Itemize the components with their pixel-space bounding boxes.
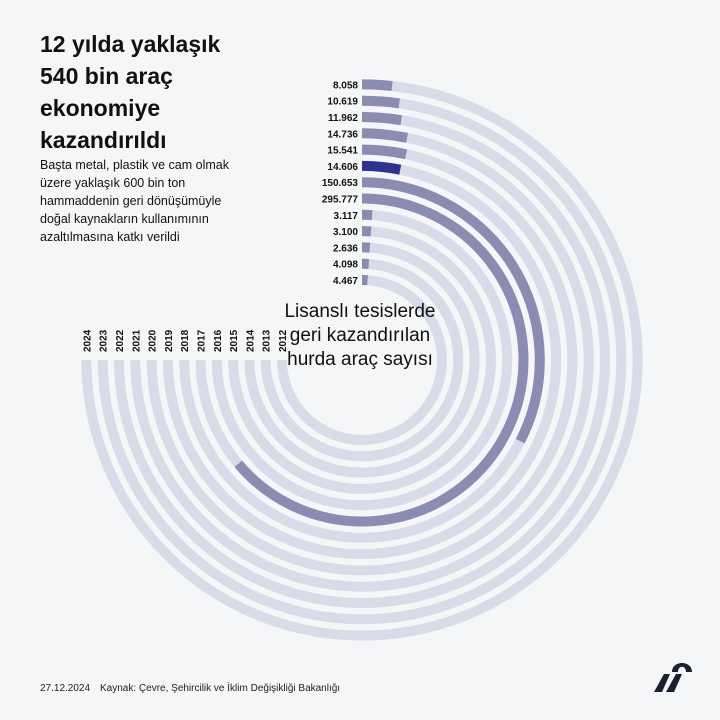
bar-2019 <box>361 160 402 175</box>
year-label-2014: 2014 <box>245 329 256 352</box>
page-subtitle: Başta metal, plastik ve cam olmak üzere … <box>40 158 229 244</box>
value-label-2020: 15.541 <box>327 146 358 157</box>
track-2012 <box>277 275 447 445</box>
value-label-2013: 4.098 <box>333 260 358 271</box>
value-label-2017: 295.777 <box>322 195 359 206</box>
bar-2024 <box>361 79 393 92</box>
value-label-2022: 11.962 <box>328 113 358 124</box>
chart-bars <box>234 79 545 527</box>
bar-2021 <box>361 128 409 143</box>
page-title: 12 yılda yaklaşık 540 bin araç ekonomiye… <box>40 31 221 153</box>
value-label-2015: 3.100 <box>333 227 358 238</box>
bar-2023 <box>361 95 400 109</box>
value-label-2014: 2.636 <box>333 243 358 254</box>
chart-year-labels: 2012 2013 2014 2015 2016 2017 2018 2019 2020 2021… <box>82 329 289 352</box>
year-label-2018: 2018 <box>180 329 191 352</box>
year-label-2016: 2016 <box>213 329 224 352</box>
year-label-2022: 2022 <box>115 329 126 352</box>
value-label-2024: 8.058 <box>333 80 358 91</box>
value-label-2018: 150.653 <box>322 178 359 189</box>
value-label-2016: 3.117 <box>334 211 359 222</box>
bar-2017 <box>234 193 529 527</box>
value-label-2012: 4.467 <box>333 276 358 287</box>
year-label-2020: 2020 <box>148 329 159 352</box>
year-label-2017: 2017 <box>197 329 208 352</box>
year-label-2012: 2012 <box>278 329 289 352</box>
footer-date: 27.12.2024 <box>40 683 91 694</box>
track-2014 <box>244 242 480 478</box>
track-2021 <box>130 128 594 592</box>
track-2024 <box>81 79 643 641</box>
value-label-2021: 14.736 <box>327 129 358 140</box>
track-2022 <box>114 112 610 608</box>
track-2016 <box>211 209 513 511</box>
bar-2018 <box>361 177 545 444</box>
chart-value-labels: 4.467 4.098 2.636 3.100 3.117 295.777 150.653 1… <box>322 80 359 287</box>
track-2013 <box>260 258 464 462</box>
footer-source: Kaynak: Çevre, Şehircilik ve İklim Değiş… <box>100 683 341 694</box>
year-label-2021: 2021 <box>131 329 142 352</box>
year-label-2023: 2023 <box>99 329 110 352</box>
year-label-2019: 2019 <box>164 329 175 352</box>
chart-center-label: Lisanslı tesislerde geri kazandırılan hu… <box>284 301 436 370</box>
aa-logo-icon <box>654 663 692 692</box>
track-2023 <box>97 95 627 625</box>
year-label-2015: 2015 <box>229 329 240 352</box>
track-2019 <box>162 160 562 560</box>
bar-2020 <box>361 144 408 160</box>
track-2015 <box>228 226 496 494</box>
bar-2022 <box>361 112 403 126</box>
track-2020 <box>146 144 578 576</box>
year-label-2013: 2013 <box>262 329 273 352</box>
value-label-2019: 14.606 <box>327 162 358 173</box>
year-label-2024: 2024 <box>82 329 93 352</box>
value-label-2023: 10.619 <box>327 97 358 108</box>
